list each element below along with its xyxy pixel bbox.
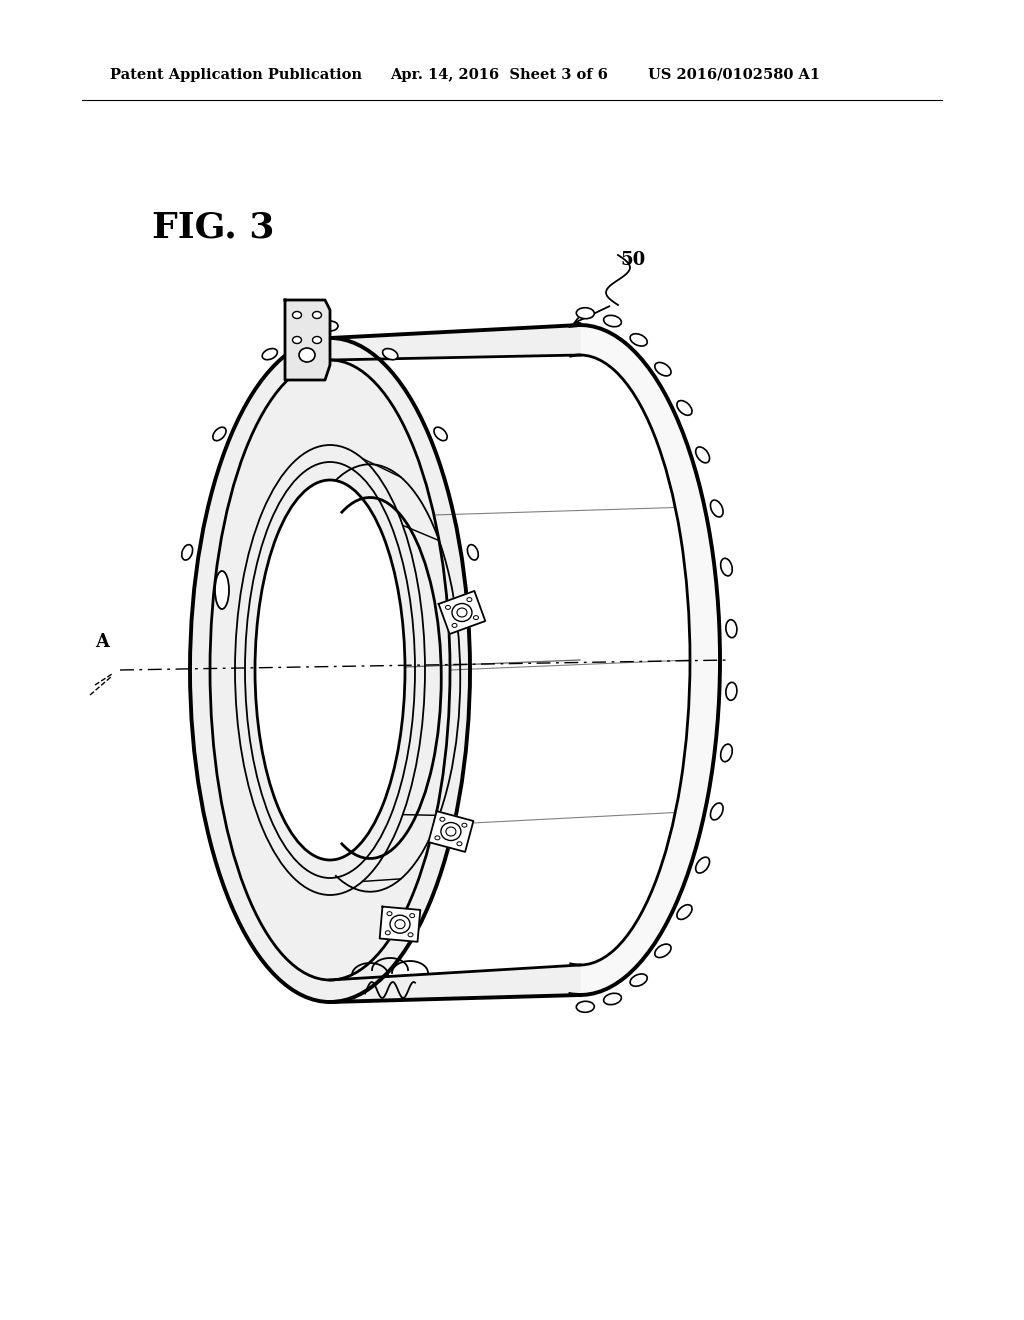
Ellipse shape: [695, 857, 710, 873]
Ellipse shape: [213, 428, 226, 441]
Ellipse shape: [445, 606, 451, 610]
Ellipse shape: [603, 993, 622, 1005]
Polygon shape: [255, 480, 406, 861]
Ellipse shape: [630, 334, 647, 346]
Ellipse shape: [726, 682, 737, 701]
Ellipse shape: [473, 615, 478, 619]
Ellipse shape: [322, 321, 338, 331]
Polygon shape: [285, 300, 330, 380]
Text: A: A: [95, 634, 109, 651]
Ellipse shape: [467, 598, 472, 602]
Ellipse shape: [434, 428, 447, 441]
Ellipse shape: [395, 920, 406, 929]
Ellipse shape: [440, 817, 444, 821]
Ellipse shape: [312, 312, 322, 318]
Text: FIG. 3: FIG. 3: [152, 211, 274, 246]
Ellipse shape: [445, 828, 456, 836]
Ellipse shape: [654, 944, 671, 957]
Polygon shape: [428, 812, 473, 851]
Ellipse shape: [677, 904, 692, 920]
Ellipse shape: [603, 315, 622, 327]
Polygon shape: [190, 338, 470, 1002]
Text: Apr. 14, 2016  Sheet 3 of 6: Apr. 14, 2016 Sheet 3 of 6: [390, 69, 608, 82]
Ellipse shape: [457, 609, 467, 616]
Ellipse shape: [293, 312, 301, 318]
Ellipse shape: [711, 500, 723, 517]
Ellipse shape: [410, 913, 415, 917]
Ellipse shape: [385, 931, 390, 935]
Ellipse shape: [677, 400, 692, 416]
Ellipse shape: [312, 337, 322, 343]
Ellipse shape: [654, 363, 671, 376]
Ellipse shape: [383, 348, 397, 360]
Polygon shape: [330, 965, 580, 1002]
Ellipse shape: [293, 337, 301, 343]
Ellipse shape: [721, 744, 732, 762]
Ellipse shape: [299, 348, 315, 362]
Ellipse shape: [262, 348, 278, 360]
Polygon shape: [330, 325, 580, 360]
Ellipse shape: [577, 308, 594, 318]
Ellipse shape: [387, 912, 392, 916]
Ellipse shape: [577, 1002, 594, 1012]
Ellipse shape: [452, 623, 457, 627]
Ellipse shape: [452, 603, 472, 622]
Ellipse shape: [390, 915, 410, 933]
Polygon shape: [438, 591, 485, 634]
Ellipse shape: [721, 558, 732, 576]
Ellipse shape: [435, 836, 440, 840]
Ellipse shape: [408, 933, 413, 937]
Text: 50: 50: [620, 251, 645, 269]
Ellipse shape: [695, 447, 710, 463]
Text: Patent Application Publication: Patent Application Publication: [110, 69, 362, 82]
Ellipse shape: [215, 572, 229, 609]
Ellipse shape: [726, 619, 737, 638]
Ellipse shape: [462, 824, 467, 828]
Ellipse shape: [467, 545, 478, 560]
Ellipse shape: [711, 803, 723, 820]
Ellipse shape: [181, 545, 193, 560]
Polygon shape: [380, 907, 420, 941]
Ellipse shape: [441, 822, 461, 841]
Ellipse shape: [457, 842, 462, 846]
Polygon shape: [575, 325, 720, 995]
Ellipse shape: [630, 974, 647, 986]
Text: US 2016/0102580 A1: US 2016/0102580 A1: [648, 69, 820, 82]
